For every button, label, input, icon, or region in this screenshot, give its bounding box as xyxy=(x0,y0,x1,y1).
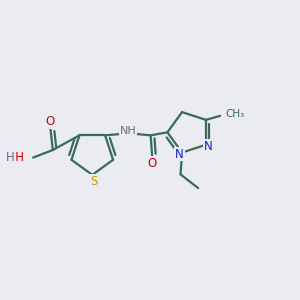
Text: OH: OH xyxy=(7,151,25,164)
Text: N: N xyxy=(175,148,184,160)
Text: S: S xyxy=(90,175,98,188)
Text: O: O xyxy=(46,115,55,128)
Text: NH: NH xyxy=(119,126,136,136)
Text: N: N xyxy=(204,140,213,153)
Text: H: H xyxy=(6,151,15,164)
Text: CH₃: CH₃ xyxy=(226,110,245,119)
Text: O: O xyxy=(148,158,157,170)
